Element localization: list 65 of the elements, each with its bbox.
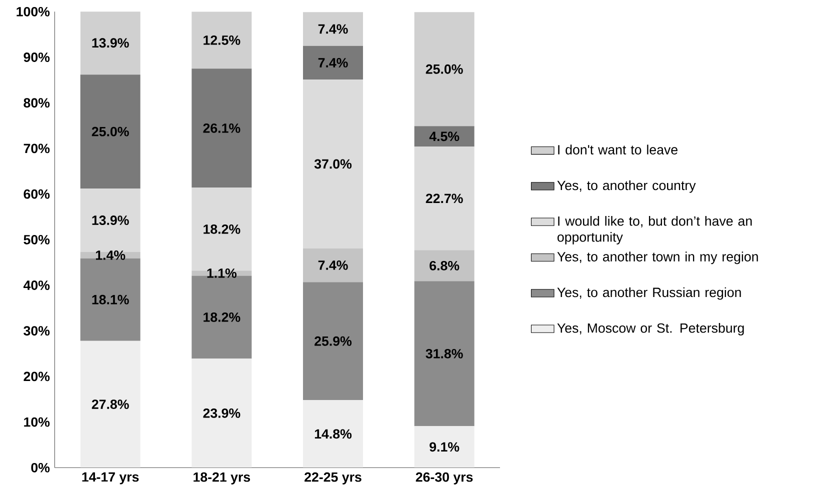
data-label: 18.2% — [204, 224, 240, 234]
bar — [414, 126, 474, 147]
bar — [80, 258, 140, 341]
y-tick-label: 10% — [24, 417, 50, 427]
data-label: 13.9% — [92, 216, 129, 226]
y-tick-label: 20% — [24, 372, 50, 382]
bar — [303, 248, 364, 282]
bar — [192, 68, 252, 188]
data-label: 25.0% — [426, 64, 463, 74]
data-label: 18.2% — [204, 312, 240, 322]
x-tick-label: 14-17 yrs — [82, 472, 139, 484]
legend-label: Yes, to another Russian region — [557, 287, 741, 300]
legend-label: Yes, to another town in my region — [557, 252, 758, 264]
bar — [414, 281, 474, 426]
y-tick-label: 90% — [24, 52, 50, 62]
bar — [303, 46, 364, 80]
legend-label: I don't want to leave — [558, 144, 678, 154]
data-label: 37.0% — [314, 159, 352, 169]
bar — [80, 74, 140, 189]
bar — [303, 12, 364, 46]
data-label: 25.9% — [314, 336, 352, 346]
data-label: 9.1% — [430, 442, 460, 452]
y-tick-label: 0% — [31, 462, 50, 472]
data-label: 1.1% — [207, 268, 237, 278]
x-tick-label: 26-30 yrs — [416, 472, 473, 484]
data-label: 23.9% — [203, 408, 240, 418]
y-tick-label: 30% — [24, 326, 50, 336]
bar — [80, 340, 140, 468]
data-label: 27.8% — [92, 400, 129, 409]
data-label: 26.1% — [203, 123, 240, 133]
y-tick-label: 80% — [24, 98, 50, 108]
data-label: 7.4% — [318, 260, 348, 270]
data-label: 14.8% — [314, 429, 352, 439]
data-label: 22.7% — [426, 194, 463, 204]
data-label: 7.4% — [318, 24, 348, 34]
legend-label: Yes, Moscow or St. Petersburg — [557, 322, 744, 336]
data-label: 12.5% — [204, 35, 240, 45]
legend-label: I would like to, but don’t have an opportunity — [558, 216, 752, 244]
data-label: 18.1% — [92, 294, 129, 304]
bar — [192, 12, 252, 69]
bar — [303, 80, 364, 248]
y-tick-label: 50% — [24, 234, 50, 244]
bar — [414, 426, 474, 468]
legend-label: Yes, to another country — [557, 180, 696, 193]
data-label: 6.8% — [430, 260, 460, 270]
bar — [303, 400, 364, 468]
bar — [303, 282, 364, 400]
data-label: 13.9% — [92, 38, 129, 48]
bar — [80, 12, 140, 75]
data-label: 7.4% — [318, 58, 348, 68]
x-tick-label: 18-21 yrs — [194, 472, 250, 484]
data-label: 25.0% — [92, 126, 129, 136]
data-label: 1.4% — [96, 250, 126, 260]
data-label: 4.5% — [429, 132, 460, 142]
bar — [80, 188, 140, 252]
bar — [414, 250, 474, 282]
y-tick-label: 40% — [23, 280, 50, 290]
bar — [192, 358, 252, 468]
data-label: 31.8% — [426, 348, 463, 358]
y-tick-label: 100% — [16, 6, 50, 16]
bar — [414, 146, 474, 250]
y-tick-label: 70% — [24, 144, 50, 154]
bar — [414, 12, 474, 126]
x-tick-label: 22-25 yrs — [304, 472, 362, 484]
y-tick-label: 60% — [24, 189, 50, 199]
